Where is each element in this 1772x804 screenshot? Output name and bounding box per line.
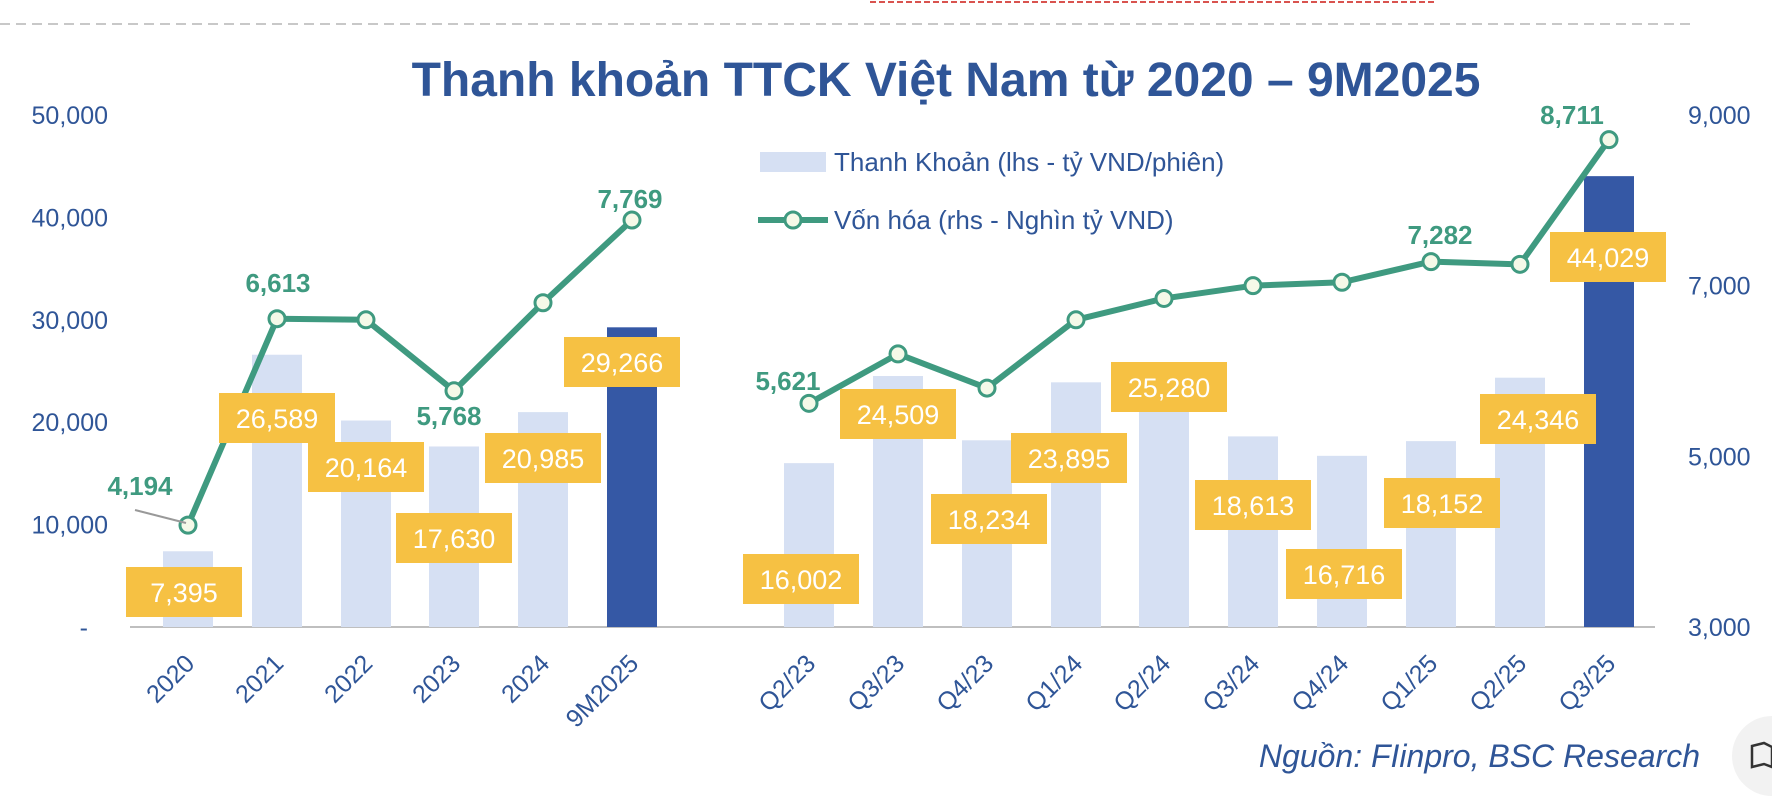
bar (1406, 441, 1456, 627)
line-point (1243, 276, 1263, 296)
y-left-tick-label: 40,000 (32, 204, 108, 232)
chart-title: Thanh khoản TTCK Việt Nam từ 2020 – 9M20… (412, 54, 1481, 107)
line-point (178, 515, 198, 535)
bar-value-label: 20,164 (325, 453, 408, 483)
line-point (1510, 254, 1530, 274)
line-point (977, 378, 997, 398)
capitalization-line (807, 137, 1612, 406)
x-tick-label: Q4/24 (1286, 649, 1354, 717)
x-tick-label: 2021 (230, 649, 289, 708)
x-tick-label: Q2/23 (753, 649, 821, 717)
y-left-tick-label: 10,000 (32, 512, 108, 540)
x-tick-label: 2022 (319, 649, 378, 708)
x-tick-label: Q2/25 (1464, 649, 1532, 717)
line-point (1332, 272, 1352, 292)
line-value-label: 4,194 (107, 471, 173, 501)
line-point (622, 210, 642, 230)
bar-value-box (840, 389, 956, 439)
y-right-tick-label: 3,000 (1688, 614, 1751, 642)
bar-value-label: 18,234 (948, 505, 1031, 535)
line-value-label: 6,613 (245, 268, 310, 298)
x-tick-label: Q3/24 (1197, 649, 1265, 717)
x-tick-label: Q3/23 (842, 649, 910, 717)
line-point (1599, 130, 1619, 150)
bar-value-label: 23,895 (1028, 444, 1111, 474)
x-tick-label: 2024 (496, 649, 555, 708)
bar-value-label: 26,589 (236, 404, 319, 434)
bar-value-box (1011, 433, 1127, 483)
x-tick-label: Q2/24 (1108, 649, 1176, 717)
x-tick-label: Q4/23 (931, 649, 999, 717)
bar-value-label: 7,395 (150, 578, 218, 608)
bar-value-box (126, 567, 242, 617)
bar-value-box (396, 513, 512, 563)
x-tick-label: Q1/24 (1020, 649, 1088, 717)
bar-value-label: 29,266 (581, 348, 664, 378)
bar-value-label: 16,002 (760, 565, 843, 595)
y-left-tick-label: 20,000 (32, 409, 108, 437)
line-value-label: 7,282 (1407, 220, 1472, 250)
label-leader-line (134, 509, 187, 524)
legend-bar-swatch (760, 152, 826, 172)
y-left-tick-label: 50,000 (32, 102, 108, 130)
bar (1228, 436, 1278, 627)
bar (1317, 455, 1367, 627)
bar-value-box (219, 393, 335, 443)
bar-value-box (1111, 362, 1227, 412)
line-point (444, 381, 464, 401)
line-value-label: 5,621 (755, 366, 820, 396)
bar-value-label: 25,280 (1128, 373, 1211, 403)
bar-value-box (564, 337, 680, 387)
legend-line-label: Vốn hóa (rhs - Nghìn tỷ VND) (834, 205, 1174, 235)
y-left-tick-label: 30,000 (32, 307, 108, 335)
line-point (1066, 310, 1086, 330)
line-point (356, 310, 376, 330)
line-point (267, 309, 287, 329)
line-point (533, 293, 553, 313)
x-tick-label: 2020 (141, 649, 200, 708)
bar-value-label: 44,029 (1567, 243, 1650, 273)
line-point (1154, 288, 1174, 308)
line-point (799, 393, 819, 413)
bar-value-box (743, 554, 859, 604)
bar-value-label: 24,346 (1497, 405, 1580, 435)
x-tick-label: 2023 (407, 649, 466, 708)
y-left-tick-label: - (80, 614, 88, 642)
capitalization-line (185, 217, 635, 527)
source-note: Nguồn: FIinpro, BSC Research (1259, 738, 1700, 774)
bar (1051, 382, 1101, 627)
y-right-tick-label: 7,000 (1688, 273, 1751, 301)
bar-value-label: 16,716 (1303, 560, 1386, 590)
line-value-label: 8,711 (1540, 100, 1604, 130)
bar-value-box (1480, 394, 1596, 444)
x-tick-label: 9M2025 (561, 649, 645, 733)
bar-value-box (931, 494, 1047, 544)
y-right-tick-label: 9,000 (1688, 102, 1751, 130)
line-value-label: 5,768 (416, 401, 481, 431)
x-tick-label: Q3/25 (1553, 649, 1621, 717)
bar-value-label: 24,509 (857, 400, 940, 430)
bar-value-box (1550, 232, 1666, 282)
bar-value-label: 17,630 (413, 524, 496, 554)
bar-value-label: 20,985 (502, 444, 585, 474)
legend-bar-label: Thanh Khoản (lhs - tỷ VND/phiên) (834, 147, 1224, 177)
line-value-label: 7,769 (597, 184, 662, 214)
bar-value-box (1286, 549, 1402, 599)
bar-value-box (485, 433, 601, 483)
x-tick-label: Q1/25 (1375, 649, 1443, 717)
y-right-tick-label: 5,000 (1688, 443, 1751, 471)
bar-value-box (1384, 478, 1500, 528)
line-point (888, 344, 908, 364)
bar-value-box (1195, 480, 1311, 530)
bar-value-label: 18,613 (1212, 491, 1295, 521)
bar-value-label: 18,152 (1401, 489, 1484, 519)
legend-line-marker (783, 210, 803, 230)
book-icon[interactable] (1732, 716, 1772, 796)
bar-value-box (308, 442, 424, 492)
line-point (1421, 252, 1441, 272)
